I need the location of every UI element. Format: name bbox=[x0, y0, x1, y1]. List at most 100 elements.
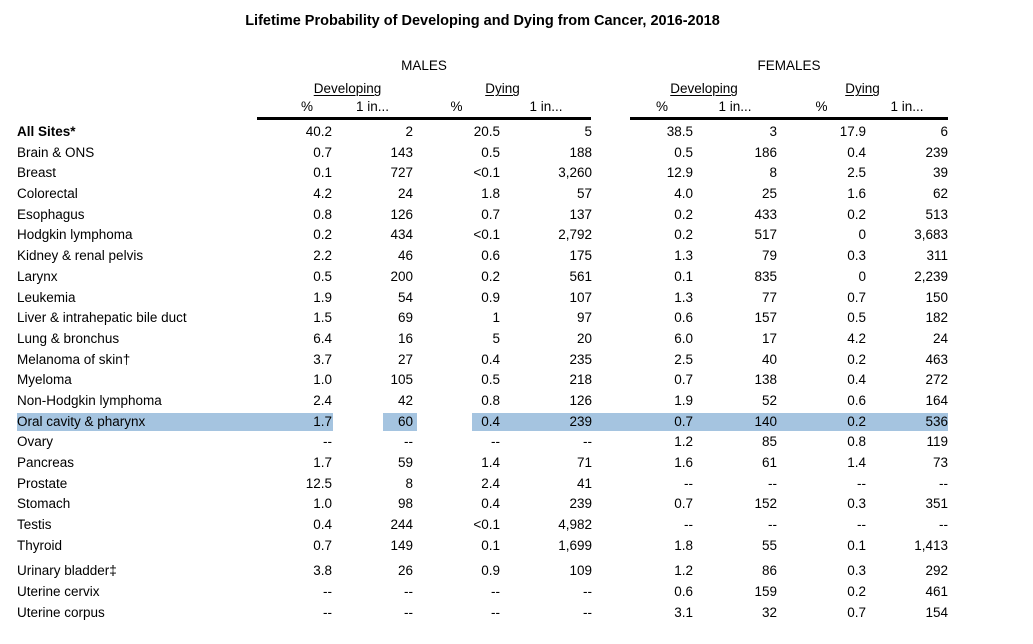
male-developing-one-in-cell: -- bbox=[404, 584, 413, 600]
table-row: Colorectal 4.2 24 1.8 57 4.0 25 1.6 62 bbox=[17, 184, 948, 205]
table-body: All Sites* 40.2 2 20.5 5 38.5 3 17.9 6 B… bbox=[17, 122, 948, 624]
male-developing-one-in-cell: 46 bbox=[397, 248, 413, 264]
cancer-site-label: Testis bbox=[17, 517, 52, 533]
male-dying-percent-cell: <0.1 bbox=[473, 517, 500, 533]
group-gap bbox=[592, 329, 631, 350]
male-dying-percent-cell: 0.4 bbox=[481, 413, 500, 429]
female-developing-one-in-cell: 55 bbox=[761, 537, 777, 553]
female-developing-one-in-cell: 157 bbox=[754, 310, 777, 326]
cancer-site-label: Thyroid bbox=[17, 537, 63, 553]
cancer-site-label: Myeloma bbox=[17, 372, 72, 388]
male-developing-percent-cell: -- bbox=[323, 584, 332, 600]
female-developing-one-in-cell: 79 bbox=[761, 248, 777, 264]
male-dying-one-in-cell: 57 bbox=[576, 186, 592, 202]
female-dying-one-in-cell: 351 bbox=[925, 496, 948, 512]
cancer-site-label: Esophagus bbox=[17, 206, 85, 222]
cancer-site-label: Non-Hodgkin lymphoma bbox=[17, 392, 162, 408]
male-dying-one-in-cell: 1,699 bbox=[558, 537, 592, 553]
male-developing-one-in-cell: 200 bbox=[390, 268, 413, 284]
male-developing-percent-cell: 1.0 bbox=[313, 372, 332, 388]
female-dying-percent-cell: 0.2 bbox=[847, 584, 866, 600]
female-developing-percent-cell: -- bbox=[684, 517, 693, 533]
female-developing-percent-cell: -- bbox=[684, 475, 693, 491]
females-group-label: FEMALES bbox=[757, 58, 821, 73]
group-gap bbox=[592, 163, 631, 184]
cancer-site-label: Leukemia bbox=[17, 289, 76, 305]
male-dying-one-in-cell: 218 bbox=[569, 372, 592, 388]
female-dying-percent-cell: 0.3 bbox=[847, 248, 866, 264]
male-developing-percent-cell: 0.2 bbox=[313, 227, 332, 243]
group-gap bbox=[592, 432, 631, 453]
male-developing-one-in-cell: 42 bbox=[397, 392, 413, 408]
male-dying-one-in-cell: 71 bbox=[576, 455, 592, 470]
males-group-label: MALES bbox=[401, 58, 447, 73]
cancer-site-label: Stomach bbox=[17, 496, 71, 512]
male-developing-one-in-cell: -- bbox=[404, 434, 413, 450]
female-dying-percent-cell: 0 bbox=[858, 268, 866, 284]
female-dying-one-in-cell: 272 bbox=[925, 372, 948, 388]
table-title: Lifetime Probability of Developing and D… bbox=[245, 13, 720, 29]
males-developing-one-in-header: 1 in... bbox=[355, 99, 390, 114]
male-developing-percent-cell: 3.7 bbox=[313, 351, 332, 367]
table-row: Brain & ONS 0.7 143 0.5 188 0.5 186 0.4 … bbox=[17, 143, 948, 164]
female-developing-percent-cell: 1.3 bbox=[674, 289, 693, 305]
table-row: Prostate 12.5 8 2.4 41 -- -- -- -- bbox=[17, 474, 948, 495]
male-dying-one-in-cell: 5 bbox=[584, 124, 592, 139]
male-dying-percent-cell: 2.4 bbox=[481, 475, 500, 491]
header-rule-row bbox=[17, 117, 948, 120]
female-developing-percent-cell: 3.1 bbox=[674, 604, 693, 620]
male-developing-percent-cell: 1.7 bbox=[313, 413, 332, 429]
group-gap bbox=[592, 453, 631, 474]
male-dying-percent-cell: 0.6 bbox=[481, 248, 500, 264]
male-dying-percent-cell: 1 bbox=[492, 310, 500, 326]
male-developing-percent-cell: 0.5 bbox=[313, 268, 332, 284]
cancer-site-label: Liver & intrahepatic bile duct bbox=[17, 310, 187, 326]
female-developing-percent-cell: 0.5 bbox=[674, 144, 693, 160]
group-gap bbox=[592, 391, 631, 412]
female-dying-one-in-cell: 73 bbox=[932, 455, 948, 470]
female-developing-percent-cell: 1.6 bbox=[674, 455, 693, 470]
female-developing-one-in-cell: 32 bbox=[761, 604, 777, 620]
female-dying-one-in-cell: 292 bbox=[925, 563, 948, 579]
male-dying-one-in-cell: 3,260 bbox=[558, 165, 592, 181]
table-row: Oral cavity & pharynx 1.7 60 0.4 239 0.7… bbox=[17, 411, 948, 433]
female-developing-one-in-cell: 433 bbox=[754, 206, 777, 222]
table-row: Kidney & renal pelvis 2.2 46 0.6 175 1.3… bbox=[17, 246, 948, 267]
male-developing-percent-cell: 1.7 bbox=[313, 455, 332, 470]
male-developing-percent-cell: 12.5 bbox=[305, 475, 332, 491]
female-dying-percent-cell: 0.1 bbox=[847, 537, 866, 553]
male-dying-percent-cell: 0.4 bbox=[481, 351, 500, 367]
female-developing-percent-cell: 0.2 bbox=[674, 227, 693, 243]
group-gap bbox=[592, 370, 631, 391]
cancer-site-label: Ovary bbox=[17, 434, 54, 450]
females-header-rule bbox=[629, 117, 948, 120]
cancer-site-label: Larynx bbox=[17, 268, 58, 284]
female-developing-one-in-cell: 517 bbox=[754, 227, 777, 243]
cancer-site-label: Oral cavity & pharynx bbox=[17, 413, 146, 429]
females-developing-header: Developing bbox=[670, 81, 738, 96]
female-developing-percent-cell: 12.9 bbox=[666, 165, 693, 181]
female-developing-percent-cell: 38.5 bbox=[666, 124, 693, 139]
table-row: Melanoma of skin† 3.7 27 0.4 235 2.5 40 … bbox=[17, 350, 948, 371]
female-developing-percent-cell: 4.0 bbox=[674, 186, 693, 202]
female-dying-one-in-cell: 463 bbox=[925, 351, 948, 367]
male-developing-percent-cell: 2.2 bbox=[313, 248, 332, 264]
table-container: Lifetime Probability of Developing and D… bbox=[17, 13, 948, 624]
female-developing-one-in-cell: 186 bbox=[754, 144, 777, 160]
female-developing-one-in-cell: 17 bbox=[761, 330, 777, 346]
group-gap bbox=[592, 122, 631, 143]
male-developing-one-in-cell: 2 bbox=[405, 124, 413, 139]
females-developing-percent-header: % bbox=[655, 99, 668, 114]
cancer-site-label: Hodgkin lymphoma bbox=[17, 227, 133, 243]
group-gap bbox=[592, 515, 631, 536]
female-dying-percent-cell: 0.2 bbox=[847, 206, 866, 222]
cancer-site-label: Urinary bladder‡ bbox=[17, 563, 117, 579]
female-developing-percent-cell: 0.6 bbox=[674, 310, 693, 326]
female-dying-percent-cell: 0.6 bbox=[847, 392, 866, 408]
male-dying-percent-cell: 0.9 bbox=[481, 563, 500, 579]
male-dying-one-in-cell: -- bbox=[583, 604, 592, 620]
male-developing-one-in-cell: 26 bbox=[397, 563, 413, 579]
male-dying-one-in-cell: 188 bbox=[569, 144, 592, 160]
male-developing-one-in-cell: 69 bbox=[397, 310, 413, 326]
male-developing-percent-cell: 0.1 bbox=[313, 165, 332, 181]
